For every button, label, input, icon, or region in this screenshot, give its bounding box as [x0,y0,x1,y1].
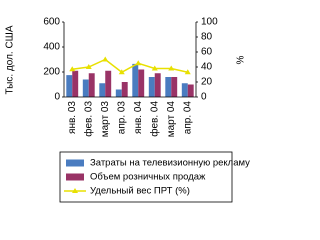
x-tick-label: апр. 04 [182,101,193,135]
bar [181,83,188,97]
chart: Тыс. дол. США % 0 200 400 600 0 20 40 60 80 100 ян… [5,17,250,203]
bar [148,77,155,97]
bar [105,70,112,97]
y-tick-label: 400 [43,42,60,53]
legend: Затраты на телевизионную рекламу Объем ро… [64,158,250,197]
marker [85,64,92,69]
bar [72,70,79,97]
legend-label: Затраты на телевизионную рекламу [90,158,250,169]
marker [184,69,191,75]
bar [154,73,161,97]
marker [168,65,175,71]
y2-tick-label: 40 [201,62,213,73]
legend-label: Объем розничных продаж [90,172,206,183]
bar [165,77,172,97]
line [72,58,188,74]
x-tick-label: янв. 03 [67,101,78,134]
y2-axis-label: % [236,55,247,64]
bar [132,63,139,97]
y-tick-label: 0 [54,92,60,103]
y2-tick-label: 0 [201,92,207,103]
bar [187,84,194,97]
legend-swatch [66,159,84,167]
y2-tick-label: 100 [201,17,218,28]
x-tick-label: фев. 03 [82,101,94,137]
x-tick-label: март 03 [100,101,111,138]
bar [88,73,95,97]
bar [66,75,73,97]
y-tick-label: 600 [43,17,60,28]
bar [121,82,128,97]
legend-label: Удельный вес ПРТ (%) [90,186,190,197]
y2-tick-label: 80 [201,32,213,43]
y2-tick-label: 60 [201,47,213,58]
marker [135,60,142,66]
x-tick-label: март 04 [166,101,177,138]
marker [102,56,109,62]
bar [115,89,122,97]
legend-marker [72,188,78,193]
y-axis-label: Тыс. дол. США [5,25,16,94]
x-tick-label: апр. 03 [116,101,127,135]
y-tick-label: 200 [43,67,60,78]
legend-box [59,151,233,203]
bar [82,79,89,97]
legend-swatch [66,173,84,181]
y2-tick-label: 20 [201,77,213,88]
marker [151,65,158,71]
bar [138,69,145,97]
x-tick-label: фев. 04 [148,101,160,137]
x-tick-label: янв. 04 [133,101,144,134]
marker [118,69,125,75]
bar [99,83,106,97]
bar [171,77,178,97]
marker [69,66,76,72]
